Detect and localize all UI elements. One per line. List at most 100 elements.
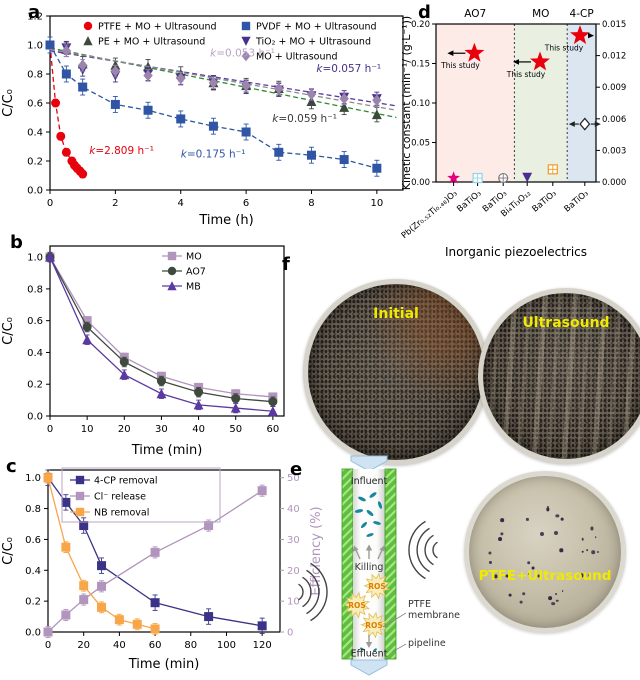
bacteria-icons — [354, 492, 383, 537]
svg-text:This study: This study — [544, 44, 584, 53]
svg-text:4-CP: 4-CP — [570, 8, 594, 20]
svg-text:TiO₂ + MO + Ultrasound: TiO₂ + MO + Ultrasound — [255, 37, 371, 48]
membrane-diagram: Influent Killing ROS ROS ROS — [298, 455, 460, 676]
membrane-label-line1: PTFE — [408, 599, 431, 610]
svg-text:0.012: 0.012 — [602, 52, 626, 62]
svg-text:0.015: 0.015 — [602, 20, 626, 30]
sound-waves-right-icon — [408, 520, 438, 580]
pipe-wall-left — [341, 468, 354, 660]
panel-d-chart: AO7 MO 4-CP 0.00 0.05 0.10 0.15 0.20 0.000 0.003 0… — [400, 8, 627, 259]
membrane-label-line2: membrane — [408, 610, 460, 621]
svg-text:0.6: 0.6 — [27, 99, 43, 110]
svg-text:MO + Ultrasound: MO + Ultrasound — [256, 52, 338, 63]
svg-text:40: 40 — [113, 640, 126, 651]
svg-text:4: 4 — [178, 198, 184, 209]
svg-text:0: 0 — [47, 424, 53, 435]
series-0 — [45, 40, 88, 179]
svg-text:BaTiO₃: BaTiO₃ — [563, 189, 591, 215]
svg-text:0.000: 0.000 — [602, 178, 626, 188]
ros-text-2: ROS — [348, 601, 366, 610]
panel-c-chart: 0 20 40 60 80 100 120 0.0 0.2 0.4 0.6 0.8 1.0 0 10 20 30… — [1, 467, 324, 672]
dish-label-initial: Initial — [373, 306, 419, 322]
svg-text:0.2: 0.2 — [27, 157, 43, 168]
svg-text:120: 120 — [253, 640, 272, 651]
series-4 — [49, 44, 397, 111]
svg-text:50: 50 — [287, 473, 300, 484]
svg-text:0: 0 — [47, 198, 53, 209]
svg-text:0.8: 0.8 — [27, 284, 43, 295]
svg-text:0.2: 0.2 — [27, 380, 43, 391]
svg-text:MO: MO — [186, 252, 202, 263]
svg-text:0: 0 — [287, 628, 293, 639]
svg-text:Efficiency (%): Efficiency (%) — [309, 506, 324, 595]
svg-text:PVDF + MO + Ultrasound: PVDF + MO + Ultrasound — [256, 22, 377, 33]
petri-dish-initial: Initial — [303, 279, 489, 465]
svg-text:1.0: 1.0 — [27, 253, 43, 264]
svg-text:BaTiO₃: BaTiO₃ — [455, 189, 483, 215]
pipe-wall-right — [384, 468, 397, 660]
svg-text:Cl⁻ release: Cl⁻ release — [94, 492, 146, 503]
svg-text:1.2: 1.2 — [27, 12, 43, 23]
effluent-text: Effluent — [351, 649, 388, 660]
svg-text:0.0: 0.0 — [27, 186, 43, 197]
svg-text:40: 40 — [192, 424, 205, 435]
panel-c-label: c — [6, 456, 17, 477]
svg-text:60: 60 — [149, 640, 162, 651]
panel-e-label: e — [290, 459, 303, 480]
svg-text:Kinetic constant (min⁻¹/ (g·L⁻: Kinetic constant (min⁻¹/ (g·L⁻¹)) — [400, 16, 413, 190]
ros-text-3: ROS — [365, 621, 383, 630]
svg-text:0.05: 0.05 — [411, 139, 430, 149]
axes: 0 10 20 30 40 50 60 0.0 0.2 0.4 0.6 0.8 1.0 Time (min… — [1, 253, 279, 458]
svg-text:4-CP removal: 4-CP removal — [94, 476, 158, 487]
this-study-highlights: This study This study This study — [440, 25, 594, 79]
panel-d: d AO7 MO 4-CP 0.00 0.05 0.10 0.15 0.20 0.000 0.00… — [400, 0, 640, 266]
svg-text:This study: This study — [440, 61, 480, 70]
dish-label-ptfe-ultrasound: PTFE+Ultrasound — [478, 568, 612, 584]
svg-text:0.4: 0.4 — [25, 566, 41, 577]
svg-text:0.8: 0.8 — [25, 504, 41, 515]
svg-text:0.00: 0.00 — [411, 178, 430, 188]
svg-text:0.15: 0.15 — [411, 60, 430, 70]
svg-text:30: 30 — [155, 424, 168, 435]
svg-text:0.2: 0.2 — [25, 597, 41, 608]
debris-icons — [360, 647, 377, 652]
killing-text: Killing — [355, 562, 384, 573]
svg-text:1.0: 1.0 — [27, 41, 43, 52]
influent-text: Influent — [351, 476, 388, 487]
svg-text:C/C₀: C/C₀ — [1, 317, 16, 345]
svg-text:0.6: 0.6 — [25, 535, 41, 546]
svg-text:This study: This study — [506, 70, 546, 79]
panel-b-chart: 0 10 20 30 40 50 60 0.0 0.2 0.4 0.6 0.8 1.0 Time (min… — [1, 245, 285, 458]
svg-text:80: 80 — [184, 640, 197, 651]
svg-text:AO7: AO7 — [464, 8, 486, 20]
series-2 — [43, 471, 160, 635]
series-1 — [45, 251, 278, 407]
svg-text:8: 8 — [308, 198, 314, 209]
series-2 — [45, 36, 382, 177]
svg-text:60: 60 — [266, 424, 279, 435]
down-arrow-icon — [365, 635, 373, 648]
panel-e: e Influent — [280, 455, 640, 676]
svg-text:50: 50 — [229, 424, 242, 435]
ros-burst-icons — [343, 572, 391, 639]
data-points — [447, 117, 601, 184]
svg-text:0.10: 0.10 — [411, 99, 430, 109]
svg-text:Time (min): Time (min) — [128, 657, 200, 672]
svg-text:k=0.175 h⁻¹: k=0.175 h⁻¹ — [181, 148, 246, 160]
svg-text:30: 30 — [287, 535, 300, 546]
petri-dish-ptfe-ultrasound: PTFE+Ultrasound — [464, 471, 626, 633]
svg-text:k=0.059 h⁻¹: k=0.059 h⁻¹ — [272, 113, 337, 125]
svg-text:100: 100 — [217, 640, 236, 651]
svg-text:0.009: 0.009 — [602, 83, 626, 93]
effluent-arrow-icon — [350, 659, 388, 676]
panel-b-label: b — [10, 232, 23, 253]
svg-text:1.0: 1.0 — [25, 473, 41, 484]
svg-text:0.6: 0.6 — [27, 316, 43, 327]
influent-arrow-icon — [350, 455, 388, 472]
svg-text:0.0: 0.0 — [25, 628, 41, 639]
svg-text:6: 6 — [243, 198, 249, 209]
svg-text:0.003: 0.003 — [602, 146, 626, 156]
pipeline-label: pipeline — [408, 638, 446, 649]
panel-a: a 0 2 4 6 8 10 0.0 0.2 0.4 0.6 0.8 1.0 1.2 Time (h) C/… — [0, 0, 415, 232]
panel-b: b 0 10 20 30 40 50 60 0.0 0.2 0.4 0.6 0.8 1.0 Time (m… — [0, 232, 300, 462]
